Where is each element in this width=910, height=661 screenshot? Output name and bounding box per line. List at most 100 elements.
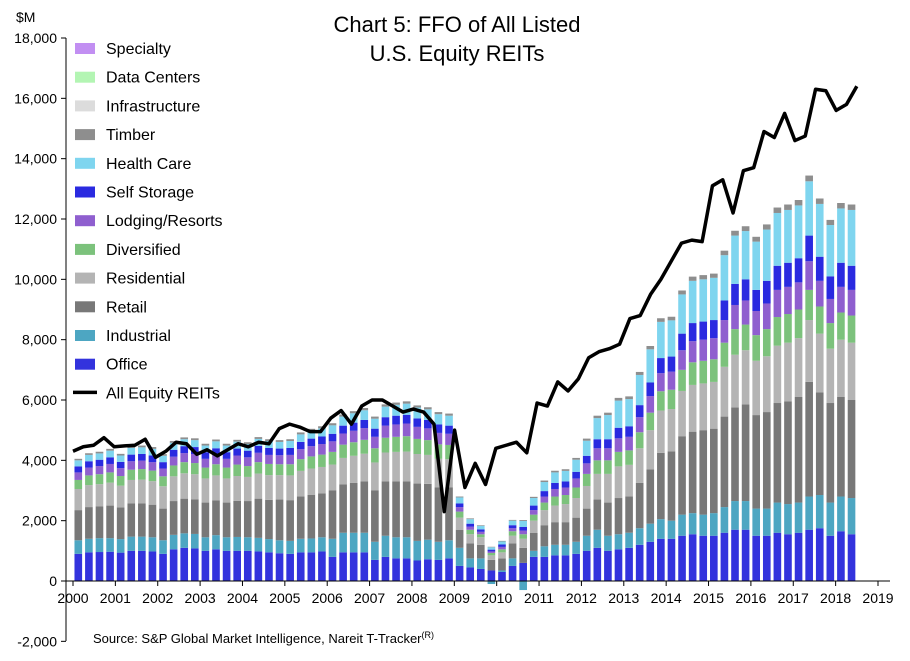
bar-segment-office: [265, 552, 273, 581]
bar-segment-timber: [487, 546, 496, 548]
bar-segment-retail: [604, 502, 612, 536]
bar-segment-self-storage: [148, 455, 157, 463]
bar-segment-retail: [466, 543, 475, 559]
bar-segment-lodging-resorts: [826, 298, 835, 324]
bar-segment-health-care: [710, 277, 718, 321]
bar-segment-lodging-resorts: [646, 396, 655, 413]
bar-segment-self-storage: [625, 426, 633, 437]
bar-segment-residential: [466, 534, 475, 544]
x-tick-label: 2003: [185, 590, 216, 606]
bar-segment-diversified: [508, 531, 517, 536]
bar-segment-health-care: [762, 229, 771, 281]
bar-segment-timber: [180, 437, 189, 440]
bar-segment-residential: [731, 354, 739, 408]
bar-segment-self-storage: [593, 439, 602, 449]
bar-segment-residential: [604, 473, 612, 503]
bar-segment-self-storage: [455, 503, 464, 508]
bar-segment-industrial: [159, 540, 167, 554]
bar-segment-diversified: [243, 466, 252, 477]
bar-segment-health-care: [74, 460, 83, 467]
legend-swatch-specialty: [75, 43, 95, 54]
bar-segment-retail: [455, 529, 464, 548]
bar-segment-timber: [710, 273, 718, 278]
bar-segment-health-care: [657, 321, 665, 359]
bar-segment-lodging-resorts: [169, 456, 178, 466]
bar-segment-industrial: [413, 540, 422, 561]
bar-segment-timber: [657, 318, 665, 322]
bar-segment-diversified: [402, 436, 411, 452]
bar-segment-diversified: [381, 437, 390, 453]
bar-segment-retail: [85, 507, 93, 539]
bar-segment-diversified: [106, 472, 114, 483]
bar-segment-health-care: [604, 415, 612, 440]
bar-segment-residential: [243, 476, 252, 502]
bar-segment-retail: [402, 481, 411, 538]
bar-segment-industrial: [169, 534, 178, 550]
bar-segment-retail: [561, 522, 570, 545]
bar-segment-lodging-resorts: [371, 436, 379, 449]
bar-segment-lodging-resorts: [773, 289, 782, 318]
bar-segment-industrial: [710, 513, 718, 536]
bar-segment-office: [635, 544, 644, 581]
bar-segment-diversified: [678, 369, 686, 391]
legend-swatch-retail: [75, 301, 95, 313]
bar-segment-timber: [265, 439, 273, 442]
bar-segment-timber: [646, 346, 655, 350]
bar-segment-timber: [191, 438, 199, 441]
bar-segment-retail: [646, 469, 655, 524]
bar-segment-self-storage: [572, 471, 580, 479]
bar-segment-lodging-resorts: [741, 300, 750, 325]
bar-segment-self-storage: [582, 455, 591, 464]
bar-segment-diversified: [710, 359, 718, 382]
bar-segment-industrial: [794, 502, 803, 533]
bar-segment-self-storage: [720, 300, 729, 321]
legend-swatch-self-storage: [75, 186, 95, 198]
bar-segment-office: [138, 550, 146, 581]
bar-segment-self-storage: [773, 265, 782, 290]
bar-segment-health-care: [466, 519, 475, 524]
bar-segment-health-care: [635, 374, 644, 406]
bar-segment-health-care: [667, 320, 676, 357]
bar-segment-residential: [529, 520, 538, 533]
bar-segment-residential: [424, 454, 432, 484]
x-tick-label: 2001: [100, 590, 131, 606]
bar-segment-residential: [159, 486, 167, 509]
bar-segment-lodging-resorts: [466, 526, 475, 530]
bar-segment-lodging-resorts: [614, 438, 623, 452]
bar-segment-industrial: [837, 496, 845, 532]
bar-segment-residential: [508, 535, 517, 544]
bar-segment-self-storage: [212, 448, 220, 456]
bar-segment-retail: [392, 481, 400, 538]
bar-segment-residential: [625, 464, 633, 497]
bar-segment-timber: [498, 540, 506, 542]
bar-segment-industrial: [243, 537, 252, 551]
bar-segment-office: [476, 568, 485, 581]
bar-segment-office: [699, 535, 708, 581]
bar-segment-office: [582, 550, 591, 581]
bar-segment-health-care: [476, 525, 485, 530]
bar-segment-retail: [191, 499, 199, 534]
x-tick-label: 2000: [57, 590, 88, 606]
bar-segment-self-storage: [678, 333, 686, 351]
y-ticks: -2,000 0 2,000 4,000 6,000 8,000 10,000 12,000 1…: [14, 30, 66, 649]
bar-segment-retail: [286, 500, 294, 541]
bar-segment-office: [127, 550, 136, 581]
bar-segment-diversified: [85, 475, 93, 486]
bar-segment-residential: [784, 342, 792, 402]
bar-segment-lodging-resorts: [254, 452, 263, 463]
bar-segment-self-storage: [318, 436, 326, 445]
bar-segment-lodging-resorts: [710, 338, 718, 360]
bar-segment-lodging-resorts: [85, 467, 93, 476]
bar-segment-health-care: [847, 209, 856, 266]
bar-segment-retail: [826, 403, 835, 503]
bar-segment-timber: [392, 402, 400, 405]
bar-segment-industrial: [529, 550, 538, 557]
bar-segment-self-storage: [837, 262, 845, 287]
bar-segment-diversified: [339, 444, 347, 458]
bar-segment-health-care: [837, 208, 845, 263]
bar-segment-office: [773, 532, 782, 581]
bar-segment-diversified: [265, 463, 273, 476]
bar-segment-lodging-resorts: [434, 432, 443, 445]
bar-segment-diversified: [551, 496, 559, 506]
bar-segment-lodging-resorts: [138, 460, 146, 470]
